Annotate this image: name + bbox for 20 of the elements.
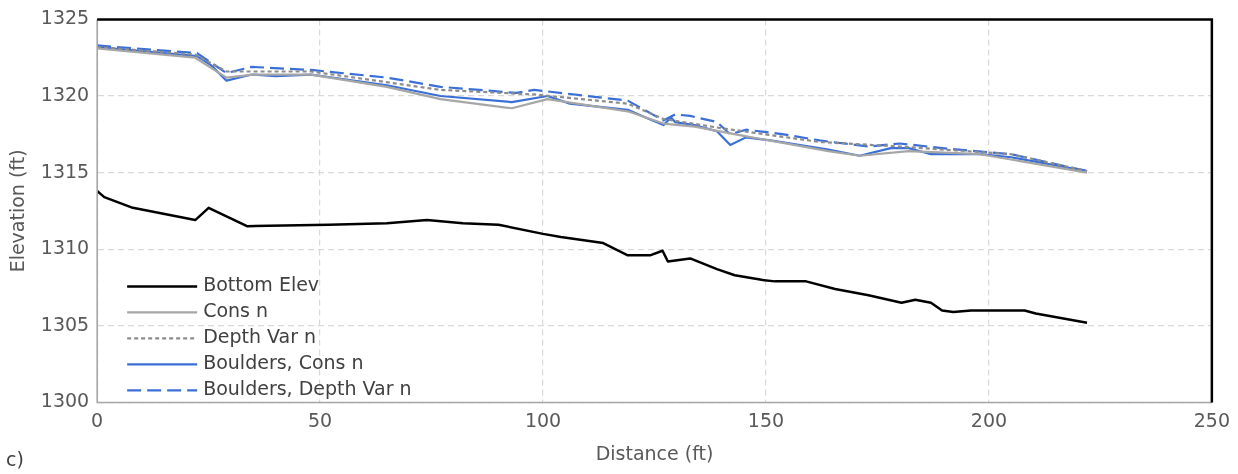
y-tick-label: 1325 (40, 6, 90, 29)
x-tick-label: 50 (308, 408, 333, 431)
x-tick-label: 250 (1193, 408, 1230, 431)
legend-label: Bottom Elev (203, 273, 320, 296)
x-tick-label: 100 (524, 408, 562, 431)
x-tick-label: 0 (91, 408, 104, 431)
legend-label: Boulders, Cons n (203, 351, 364, 374)
x-axis-title: Distance (ft) (595, 441, 714, 464)
y-tick-label: 1300 (40, 389, 90, 412)
legend-label: Cons n (203, 299, 269, 322)
y-tick-label: 1310 (40, 236, 90, 259)
y-axis-title: Elevation (ft) (6, 149, 29, 273)
text: c) (6, 448, 24, 470)
x-tick-label: 200 (970, 408, 1008, 431)
y-tick-label: 1320 (40, 82, 90, 105)
x-tick-label: 150 (747, 408, 785, 431)
legend-label: Depth Var n (203, 325, 317, 348)
y-tick-label: 1315 (40, 159, 90, 182)
y-tick-label: 1305 (40, 312, 90, 335)
legend-label: Boulders, Depth Var n (203, 377, 412, 400)
